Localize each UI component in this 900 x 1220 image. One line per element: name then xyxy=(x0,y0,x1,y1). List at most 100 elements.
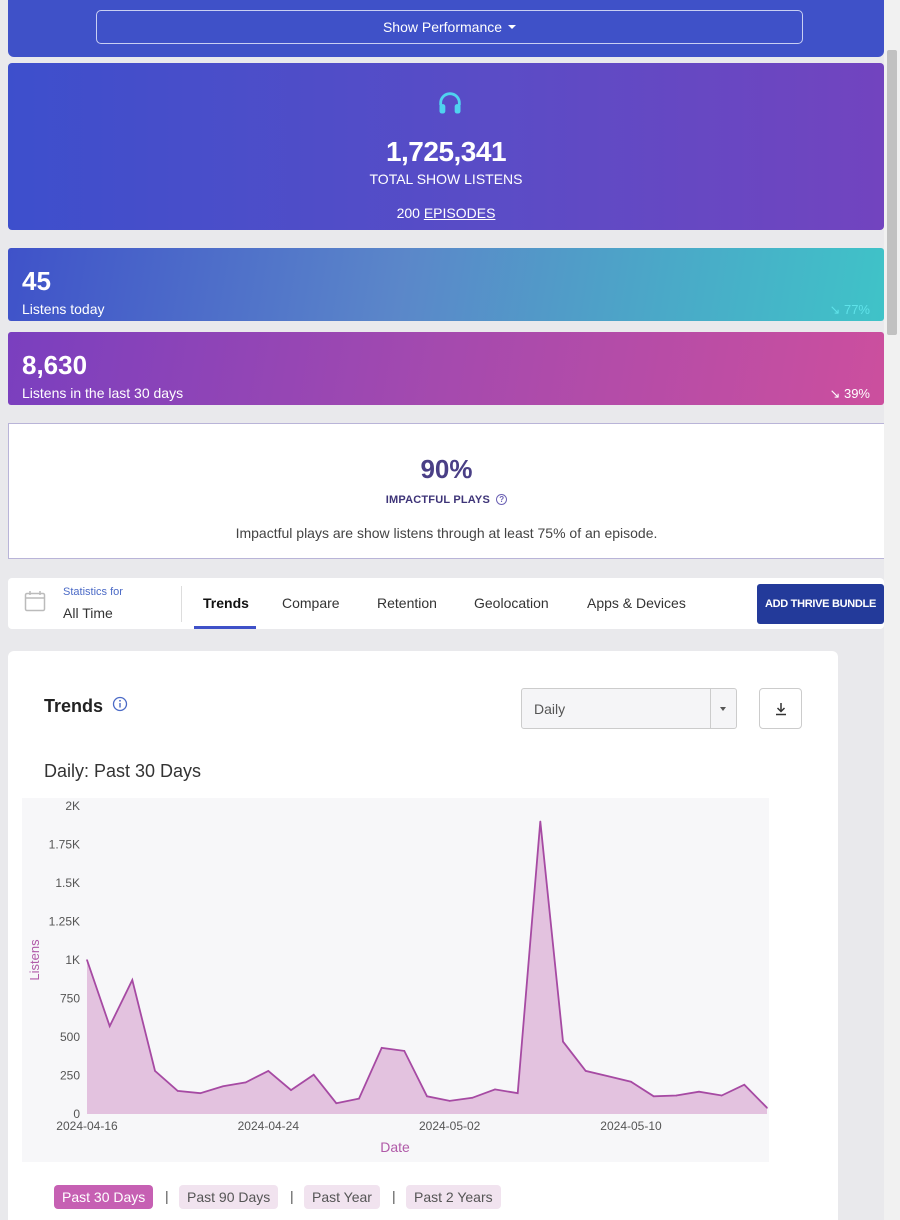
data-point xyxy=(698,1090,700,1093)
y-tick-label: 750 xyxy=(60,992,80,1006)
tabs-divider xyxy=(181,586,182,622)
trends-chart: 0 250 500 750 1K 1.25K 1.5K 1.75K 2K 2024-04-16 20… xyxy=(22,798,769,1162)
impactful-plays-card: 90% IMPACTFUL PLAYS ? Impactful plays ar… xyxy=(8,423,884,559)
active-tab-indicator xyxy=(194,626,256,629)
caret-down-icon xyxy=(508,25,517,29)
data-point xyxy=(766,1107,768,1109)
listens-today-card: 45 Listens today ↘ 77% xyxy=(8,248,884,321)
impactful-plays-percent: 90% xyxy=(420,454,473,484)
data-point xyxy=(539,820,542,823)
listens-30-days-card: 8,630 Listens in the last 30 days ↘ 39% xyxy=(8,332,884,405)
granularity-select[interactable]: Daily xyxy=(521,688,737,729)
range-separator: | xyxy=(392,1188,396,1204)
add-thrive-bundle-button[interactable]: ADD THRIVE BUNDLE xyxy=(757,584,884,624)
data-point xyxy=(312,1073,315,1076)
x-axis-title: Date xyxy=(380,1139,410,1155)
data-point xyxy=(494,1088,496,1091)
download-button[interactable] xyxy=(759,688,802,729)
total-listens-panel: 1,725,341 TOTAL SHOW LISTENS 200 EPISODE… xyxy=(8,63,884,230)
listens-today-label: Listens today xyxy=(22,301,105,317)
data-point xyxy=(131,979,134,981)
data-point xyxy=(403,1050,406,1052)
show-performance-dropdown[interactable]: Show Performance xyxy=(96,10,803,44)
data-point xyxy=(743,1083,746,1086)
y-tick-label: 250 xyxy=(60,1069,80,1083)
data-point xyxy=(335,1102,338,1105)
info-icon[interactable] xyxy=(112,696,128,712)
listens-30-days-value: 8,630 xyxy=(22,350,88,380)
data-point xyxy=(607,1075,610,1078)
data-point xyxy=(380,1046,383,1049)
data-point xyxy=(562,1040,564,1043)
series-area xyxy=(87,821,767,1114)
chart-title: Daily: Past 30 Days xyxy=(44,761,202,781)
tab-retention[interactable]: Retention xyxy=(377,595,437,611)
listens-30-days-label: Listens in the last 30 days xyxy=(22,385,184,401)
impactful-plays-label: IMPACTFUL PLAYS xyxy=(385,494,490,506)
data-point xyxy=(267,1070,270,1072)
impactful-plays-label-row: IMPACTFUL PLAYS ? xyxy=(9,494,884,506)
data-point xyxy=(426,1095,428,1098)
chevron-down-icon xyxy=(720,707,726,711)
data-point xyxy=(154,1070,156,1072)
page-scrollbar[interactable] xyxy=(884,0,900,1220)
tab-geolocation[interactable]: Geolocation xyxy=(474,595,549,611)
y-tick-label: 0 xyxy=(73,1107,80,1121)
download-icon xyxy=(776,703,786,716)
data-point xyxy=(108,1025,111,1028)
series-line xyxy=(86,821,768,1109)
data-point xyxy=(176,1090,179,1092)
data-point xyxy=(652,1095,655,1098)
y-tick-label: 500 xyxy=(60,1030,80,1044)
show-performance-header: Show Performance xyxy=(8,0,884,57)
select-separator xyxy=(710,689,711,728)
listens-30-days-change: ↘ 39% xyxy=(829,386,870,401)
listens-today-change: ↘ 77% xyxy=(829,302,870,317)
data-point xyxy=(720,1094,723,1097)
data-point xyxy=(471,1097,474,1099)
data-point xyxy=(358,1097,360,1100)
trends-card: Trends Daily Daily: Past 30 Days 0 250 500… xyxy=(8,651,838,1220)
data-point xyxy=(516,1092,519,1095)
y-tick-label: 1K xyxy=(65,953,80,967)
data-point xyxy=(199,1092,202,1095)
y-tick-label: 1.25K xyxy=(49,915,80,929)
range-past-90-days[interactable]: Past 90 Days xyxy=(179,1185,279,1209)
x-tick-label: 2024-05-10 xyxy=(600,1119,662,1133)
statistics-for-label: Statistics for xyxy=(63,586,123,598)
data-point xyxy=(290,1089,292,1091)
range-past-30-days[interactable]: Past 30 Days xyxy=(54,1185,154,1209)
y-axis-title: Listens xyxy=(27,939,42,981)
data-point xyxy=(244,1081,247,1084)
episodes-count: 200 xyxy=(396,205,420,221)
data-point xyxy=(675,1094,678,1097)
y-tick-label: 2K xyxy=(65,799,80,813)
granularity-select-value: Daily xyxy=(534,701,566,717)
range-separator: | xyxy=(165,1188,169,1204)
trends-chart-svg: 0 250 500 750 1K 1.25K 1.5K 1.75K 2K 2024-04-16 20… xyxy=(27,799,768,1155)
x-tick-label: 2024-04-24 xyxy=(238,1119,300,1133)
data-point xyxy=(86,959,88,961)
headphones-icon xyxy=(439,92,461,114)
range-past-2-years[interactable]: Past 2 Years xyxy=(406,1185,501,1209)
trends-title: Trends xyxy=(44,696,104,716)
episodes-count-line: 200 EPISODES xyxy=(8,205,884,221)
total-listens-value: 1,725,341 xyxy=(385,136,507,167)
help-icon[interactable]: ? xyxy=(496,494,508,505)
listens-today-value: 45 xyxy=(22,266,51,296)
statistics-for-value[interactable]: All Time xyxy=(63,605,113,621)
scrollbar-thumb[interactable] xyxy=(887,50,897,335)
range-past-year[interactable]: Past Year xyxy=(304,1185,380,1209)
tab-apps-devices[interactable]: Apps & Devices xyxy=(587,595,686,611)
episodes-link[interactable]: EPISODES xyxy=(423,205,496,221)
x-tick-label: 2024-05-02 xyxy=(419,1119,481,1133)
data-point xyxy=(448,1100,451,1102)
data-point xyxy=(584,1070,587,1072)
tab-trends[interactable]: Trends xyxy=(203,595,249,611)
range-separator: | xyxy=(290,1188,294,1204)
x-tick-label: 2024-04-16 xyxy=(56,1119,118,1133)
tab-compare[interactable]: Compare xyxy=(282,595,340,611)
total-listens-label: TOTAL SHOW LISTENS xyxy=(369,171,523,187)
calendar-icon[interactable] xyxy=(24,590,46,612)
statistics-tabs-bar: Statistics for All Time Trends Compare R… xyxy=(8,578,884,629)
